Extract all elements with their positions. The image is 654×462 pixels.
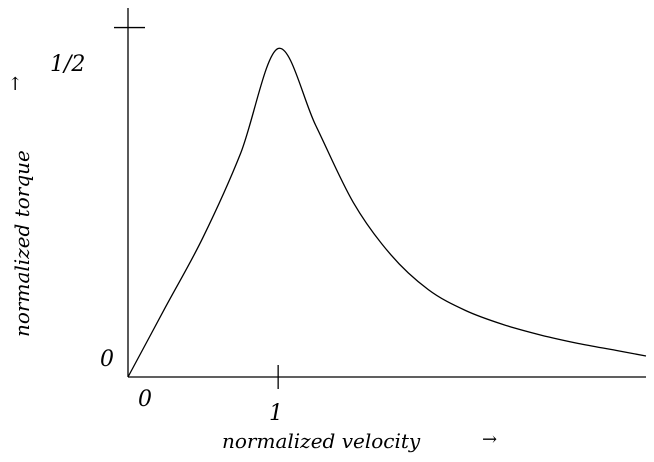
y-axis-arrow: → — [5, 76, 26, 91]
x-axis-arrow: → — [482, 429, 497, 450]
y-tick-label-half: 1/2 — [50, 52, 85, 77]
series-line-torque — [127, 47, 647, 378]
x-tick-label-0: 0 — [138, 387, 152, 412]
x-axis-title: normalized velocity — [222, 429, 421, 453]
x-tick-label-1: 1 — [269, 401, 283, 426]
y-tick-label-0: 0 — [100, 347, 114, 372]
y-axis-title: normalized torque — [10, 150, 34, 337]
